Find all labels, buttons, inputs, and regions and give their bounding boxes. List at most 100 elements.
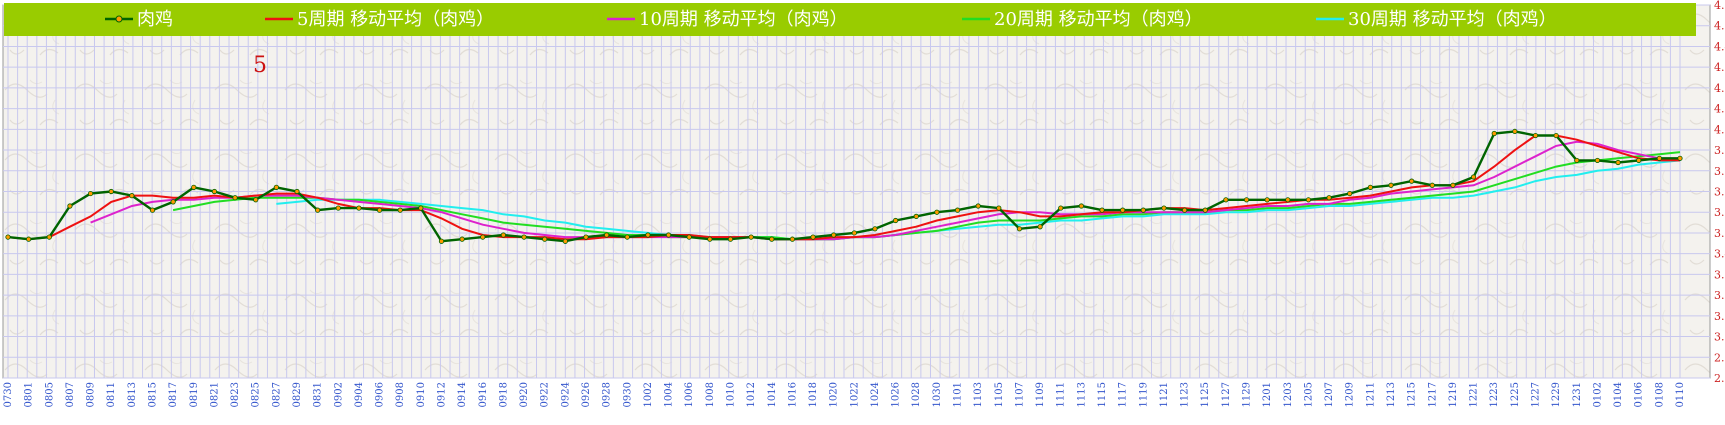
x-tick-label: 1129 <box>1242 382 1253 407</box>
price-point <box>87 190 94 197</box>
x-tick-label: 0908 <box>395 382 406 407</box>
x-tick-label: 1211 <box>1365 382 1376 407</box>
x-tick-label: 0730 <box>3 382 14 407</box>
x-tick-label: 1018 <box>808 382 819 407</box>
series-layer <box>5 128 1683 244</box>
x-tick-label: 1227 <box>1531 382 1542 407</box>
y-tick-label: 4.30 <box>1714 61 1725 74</box>
price-point <box>253 197 259 203</box>
price-point <box>851 230 857 236</box>
legend-label: 10周期 移动平均（肉鸡） <box>639 9 848 30</box>
price-point <box>459 236 465 242</box>
price-point <box>893 217 899 224</box>
x-tick-label: 1002 <box>643 382 654 407</box>
x-tick-label: 0106 <box>1634 382 1645 407</box>
price-point <box>1574 157 1580 164</box>
y-tick-label: 3.60 <box>1714 206 1725 219</box>
x-tick-label: 0831 <box>313 382 324 407</box>
price-point <box>1429 182 1435 188</box>
legend: 肉鸡 5周期 移动平均（肉鸡） 10周期 移动平均（肉鸡） 20周期 移动平均（肉鸡）… <box>4 3 1696 36</box>
price-point <box>1409 178 1415 184</box>
x-tick-label: 1113 <box>1076 382 1087 407</box>
x-tick-label: 1219 <box>1448 382 1459 407</box>
price-point <box>1636 157 1642 164</box>
price-point <box>872 226 878 232</box>
price-point <box>1016 226 1023 232</box>
price-point <box>1470 174 1477 180</box>
x-tick-label: 0902 <box>333 382 344 407</box>
price-point <box>1078 203 1084 209</box>
price-point <box>1388 182 1394 188</box>
x-tick-label: 0811 <box>106 382 117 407</box>
price-point <box>1553 132 1559 139</box>
price-point <box>1264 197 1270 203</box>
x-tick-label: 1125 <box>1200 382 1211 407</box>
price-point <box>1532 132 1539 139</box>
price-point <box>129 193 135 199</box>
price-point <box>108 188 114 195</box>
price-point <box>996 205 1002 211</box>
price-point <box>376 207 383 213</box>
x-tick-label: 0809 <box>86 382 97 407</box>
y-axis-ticks: 2.80 2.90 3.00 3.10 3.20 3.30 3.40 3.50 3.60 3.70… <box>1714 0 1725 385</box>
x-tick-label: 1006 <box>684 382 695 407</box>
x-tick-label: 0910 <box>416 382 427 407</box>
price-point <box>46 234 52 240</box>
x-tick-label: 1014 <box>767 382 778 407</box>
x-tick-label: 0920 <box>519 382 530 407</box>
x-tick-label: 1111 <box>1056 382 1067 407</box>
x-tick-label: 1213 <box>1386 382 1397 407</box>
price-point <box>975 203 981 209</box>
price-point <box>1347 190 1353 197</box>
price-point <box>397 207 403 213</box>
price-point <box>1367 184 1373 190</box>
price-point <box>645 232 651 238</box>
y-tick-label: 3.30 <box>1714 268 1725 281</box>
price-point <box>1677 155 1683 161</box>
x-tick-label: 1121 <box>1159 382 1170 407</box>
price-point <box>604 232 610 238</box>
price-point <box>1161 205 1167 211</box>
price-point <box>5 234 11 240</box>
y-tick-label: 3.90 <box>1714 144 1725 157</box>
price-point <box>1512 128 1518 135</box>
legend-label: 5周期 移动平均（肉鸡） <box>297 9 494 30</box>
price-point <box>356 205 362 211</box>
x-tick-label: 0906 <box>375 382 386 407</box>
x-tick-label: 1217 <box>1427 382 1438 407</box>
price-point <box>542 236 548 242</box>
x-tick-label: 0912 <box>436 382 447 407</box>
legend-label: 30周期 移动平均（肉鸡） <box>1348 9 1557 30</box>
x-tick-label: 0930 <box>622 382 633 407</box>
x-tick-label: 1229 <box>1551 382 1562 407</box>
price-point <box>769 236 775 242</box>
price-point <box>67 203 73 209</box>
x-tick-label: 0825 <box>251 382 262 407</box>
y-tick-label: 3.70 <box>1714 186 1725 199</box>
price-point <box>1120 207 1126 213</box>
x-tick-label: 0823 <box>230 382 241 407</box>
x-tick-label: 0914 <box>457 382 468 407</box>
price-point <box>315 207 321 213</box>
x-tick-label: 1115 <box>1097 382 1108 407</box>
price-point <box>273 184 279 190</box>
y-tick-label: 4.20 <box>1714 82 1725 95</box>
x-tick-label: 0916 <box>478 382 489 407</box>
x-tick-label: 1020 <box>829 382 840 407</box>
x-tick-label: 0807 <box>65 382 76 407</box>
series-line-ma20 <box>172 151 1681 241</box>
price-point <box>913 213 919 219</box>
series-line-ma5 <box>7 134 1680 241</box>
y-tick-label: 4.10 <box>1714 103 1725 116</box>
x-tick-label: 1107 <box>1014 382 1025 407</box>
price-point <box>1140 207 1146 213</box>
price-point <box>1594 157 1601 164</box>
x-tick-label: 0924 <box>560 382 571 407</box>
x-tick-label: 1215 <box>1407 382 1418 407</box>
price-point <box>789 236 795 242</box>
price-point <box>1181 207 1188 213</box>
price-point <box>624 234 630 240</box>
x-tick-label: 0801 <box>24 382 35 407</box>
legend-label: 20周期 移动平均（肉鸡） <box>994 9 1203 30</box>
x-tick-label: 1028 <box>911 382 922 407</box>
